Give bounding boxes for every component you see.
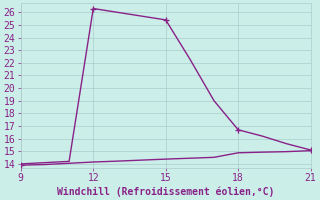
X-axis label: Windchill (Refroidissement éolien,°C): Windchill (Refroidissement éolien,°C) (57, 186, 275, 197)
